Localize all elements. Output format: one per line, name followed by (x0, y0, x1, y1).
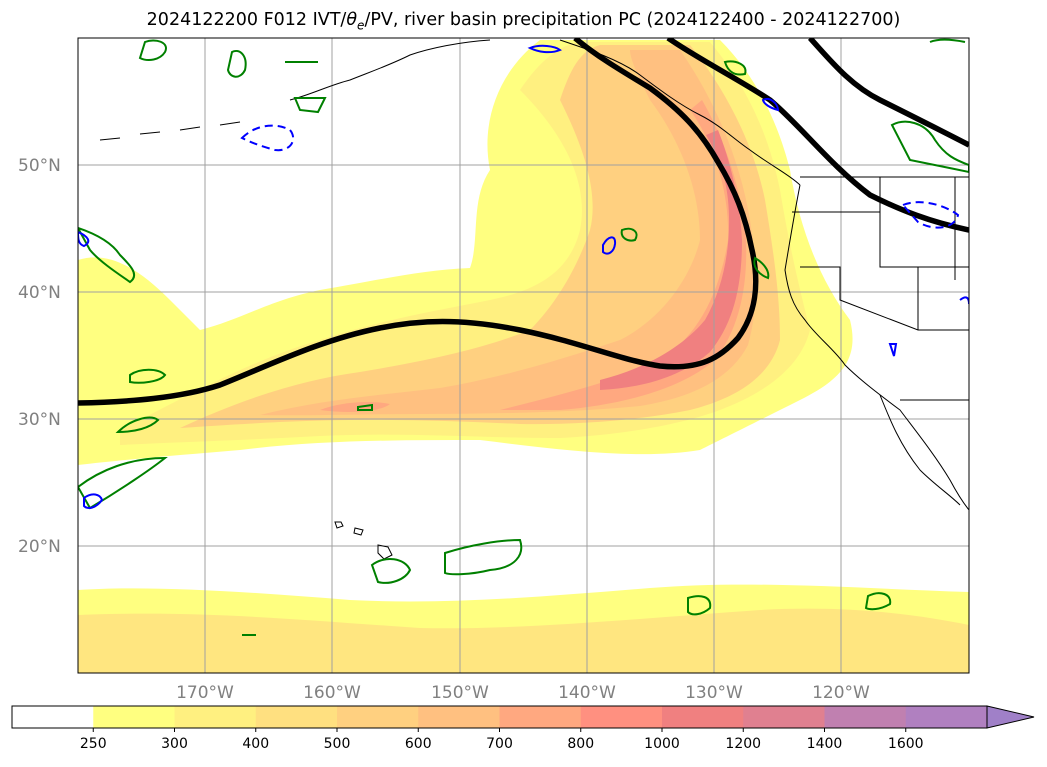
pv-neg-contour-baja (888, 343, 898, 357)
ivt-band-south-inner (78, 608, 969, 673)
colorbar-label: 250 (80, 736, 107, 752)
state-borders (792, 176, 969, 401)
coastlines (99, 39, 969, 560)
pv-contour-west-1 (129, 368, 167, 384)
colorbar-cell (174, 706, 257, 728)
pv-contour-south-1 (687, 595, 712, 616)
ivt-plume-tier3 (180, 45, 780, 428)
colorbar-label: 400 (242, 736, 269, 752)
pv-neg-contour-east (959, 296, 969, 305)
colorbar-cell (337, 706, 419, 728)
ivt-plume-core (600, 130, 742, 390)
colorbar-cell (93, 706, 175, 728)
colorbar-cell (662, 706, 744, 728)
ivt-shading (78, 40, 969, 673)
colorbar-cells (12, 706, 988, 728)
colorbar-label: 500 (324, 736, 351, 752)
map-frame (77, 37, 970, 674)
lat-label-30n: 30°N (18, 410, 61, 430)
theta-e-contours (78, 38, 969, 406)
colorbar-label: 1000 (644, 736, 680, 752)
colorbar-cell (580, 706, 663, 728)
pv-contour-east-1 (890, 120, 969, 174)
colorbar-cell (255, 706, 338, 728)
theta-e-contour-main (78, 38, 759, 406)
pv-neg-contour-north (527, 44, 562, 54)
pv-contour-sw (78, 456, 168, 510)
colorbar-cell (824, 706, 907, 728)
pv-contour-nw-4 (293, 97, 327, 114)
colorbar-label: 1200 (725, 736, 761, 752)
pv-contour-ne-corner (929, 38, 966, 43)
colorbar-cell (905, 706, 988, 728)
colorbar-label: 1400 (807, 736, 843, 752)
lon-label-130w: 130°W (685, 683, 743, 703)
theta-e-contour-north (666, 38, 969, 233)
baja-coast (879, 394, 961, 506)
title-theta-sub: e (357, 18, 365, 33)
pv-contour-nw-1 (138, 39, 167, 61)
colorbar-cell (743, 706, 825, 728)
pv-neg-contour-sw (83, 493, 104, 509)
lat-label-20n: 20°N (18, 537, 61, 557)
colorbar-cell (418, 706, 500, 728)
lat-label-40n: 40°N (18, 283, 61, 303)
title-suffix: /PV, river basin precipitation PC (20241… (364, 10, 901, 30)
lon-label-140w: 140°W (558, 683, 616, 703)
pv-contour-mid-2 (370, 558, 412, 584)
pv-contour-east-2 (723, 60, 747, 76)
pv-contour-west-2 (115, 416, 160, 434)
pv-negative-contours (78, 44, 969, 509)
title-prefix: 2024122200 F012 IVT/ (146, 10, 347, 30)
pv-contour-hawaii-west (357, 403, 373, 411)
colorbar-label: 700 (486, 736, 513, 752)
pv-neg-contour-ne-1 (761, 98, 780, 112)
pv-positive-contours (78, 38, 969, 636)
title-theta: θ (346, 10, 358, 30)
lon-label-160w: 160°W (303, 683, 361, 703)
colorbar: 250 300 400 500 600 700 800 1000 1200 1400 1600 (11, 705, 1035, 752)
pv-contour-nw-2 (226, 50, 247, 78)
aleutian-islands (99, 121, 241, 141)
lon-label-120w: 120°W (812, 683, 870, 703)
colorbar-label: 600 (405, 736, 432, 752)
colorbar-label: 300 (161, 736, 188, 752)
pv-contour-south-2 (864, 592, 892, 611)
pv-contour-mid-1 (444, 538, 523, 576)
ivt-plume-tier4 (260, 50, 756, 416)
pv-neg-contour-plume (602, 236, 617, 255)
colorbar-labels: 250 300 400 500 600 700 800 1000 1200 1400 1600 (80, 728, 924, 752)
pv-contour-east-3 (753, 256, 770, 280)
colorbar-cell (499, 706, 582, 728)
colorbar-extend-arrow (986, 705, 1035, 729)
pv-contour-plume (620, 227, 638, 242)
west-coast-us (784, 184, 969, 511)
alaska-coast (289, 39, 801, 186)
colorbar-label: 1600 (888, 736, 924, 752)
lat-label-50n: 50°N (18, 156, 61, 176)
lon-label-170w: 170°W (176, 683, 234, 703)
colorbar-label: 800 (567, 736, 594, 752)
pv-neg-contour-ne-2 (901, 201, 960, 229)
lon-label-150w: 150°W (431, 683, 489, 703)
colorbar-cell (12, 706, 94, 728)
hawaii-islands (334, 521, 393, 560)
pv-neg-contour-nw (240, 124, 295, 152)
theta-e-contour-ne (807, 38, 969, 148)
map-title: 2024122200 F012 IVT/θe/PV, river basin p… (0, 10, 1047, 33)
pv-contour-west-edge (78, 226, 136, 284)
